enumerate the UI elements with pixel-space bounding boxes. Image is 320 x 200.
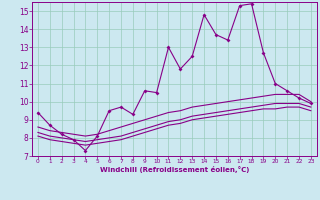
X-axis label: Windchill (Refroidissement éolien,°C): Windchill (Refroidissement éolien,°C) [100, 166, 249, 173]
